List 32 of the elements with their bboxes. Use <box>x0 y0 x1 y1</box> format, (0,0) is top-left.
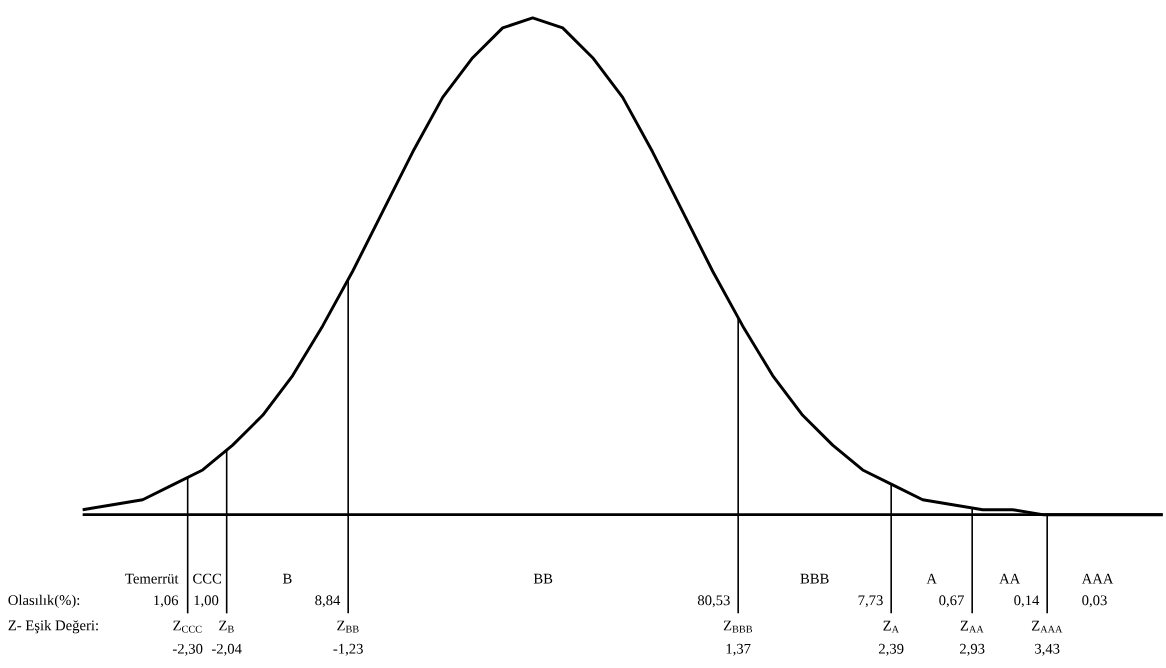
x-tick-label: 1,37 <box>726 643 751 656</box>
text: Temerrüt <box>125 573 179 584</box>
text: CCC <box>193 573 222 584</box>
x-tick-label: 3,43 <box>1035 643 1060 656</box>
ref-line-label: Z$_{BBB}$ <box>723 620 753 633</box>
x-tick-label: 2,93 <box>959 643 985 656</box>
text: Olasılık(%): <box>8 594 80 608</box>
text: BB <box>533 573 553 584</box>
text: AA <box>999 573 1021 584</box>
x-tick-label: 2,39 <box>878 643 904 656</box>
text: BBB <box>800 573 829 584</box>
x-tick-label: -1,23 <box>333 643 363 656</box>
x-tick-label: -2,30 <box>172 643 203 656</box>
text: 80,53 <box>697 595 730 608</box>
text: 7,73 <box>858 595 883 608</box>
text: 8,84 <box>315 595 341 608</box>
ref-line-label: Z$_{CCC}$ <box>173 620 202 633</box>
text: B <box>282 573 292 584</box>
text: Z- Eşik Değeri: <box>8 620 98 634</box>
text: 0,03 <box>1082 595 1107 608</box>
text: 1,06 <box>154 595 179 608</box>
text: A <box>926 573 937 584</box>
ref-line-label: Z$_{AAA}$ <box>1031 620 1063 633</box>
text: AAA <box>1081 573 1114 584</box>
ref-line-label: Z$_{BB}$ <box>337 620 359 633</box>
ref-line-label: Z$_{B}$ <box>219 620 234 633</box>
ref-line-label: Z$_{A}$ <box>883 620 899 633</box>
text: 1,00 <box>194 595 219 608</box>
text: 0,67 <box>939 595 964 608</box>
x-tick-label: -2,04 <box>211 643 242 656</box>
ref-line-label: Z$_{AA}$ <box>960 620 984 633</box>
text: 0,14 <box>1014 595 1040 608</box>
